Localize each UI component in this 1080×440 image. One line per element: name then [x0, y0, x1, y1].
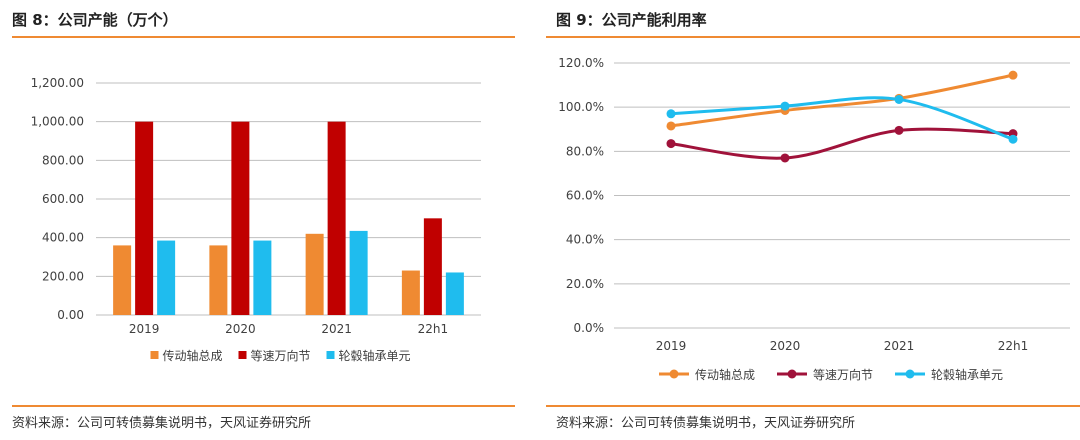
y-tick-label: 40.0% [566, 233, 604, 247]
figure-8-source: 资料来源：公司可转债募集说明书，天风证券研究所 [12, 416, 312, 431]
y-tick-label: 20.0% [566, 277, 604, 291]
legend-marker [669, 369, 679, 379]
x-tick-label: 2019 [129, 322, 160, 336]
bar [209, 245, 228, 315]
x-tick-label: 22h1 [998, 339, 1029, 353]
x-tick-label: 2020 [225, 322, 256, 336]
y-tick-label: 0.00 [57, 308, 84, 322]
bar [327, 121, 346, 316]
y-tick-label: 200.00 [42, 269, 84, 283]
figure-8-title: 图 8：公司产能（万个） [12, 11, 178, 29]
bar [423, 218, 442, 315]
legend-label: 轮毂轴承单元 [339, 348, 411, 363]
data-point [894, 125, 904, 135]
x-tick-label: 2020 [770, 339, 801, 353]
bar [253, 240, 272, 315]
figure-8-panel: 图 8：公司产能（万个） 0.00 200.00 400.00 600.00 800.0… [0, 0, 527, 440]
bar [157, 240, 176, 315]
source-divider [546, 405, 1080, 407]
bar [349, 230, 368, 315]
legend-swatch [326, 351, 335, 359]
data-point [780, 101, 790, 111]
y-tick-label: 800.00 [42, 153, 84, 167]
x-tick-label: 2021 [884, 339, 915, 353]
series-line [669, 73, 1015, 128]
utilization-line-chart: 0.0% 20.0% 40.0% 60.0% 80.0% 100.0% 120.0% 2019… [558, 56, 1070, 382]
data-point [1008, 70, 1018, 80]
source-divider [12, 405, 515, 407]
y-tick-label: 1,000.00 [31, 115, 84, 129]
bar [113, 245, 132, 315]
figure-9-panel: 图 9：公司产能利用率 0.0% 20.0% 40.0% 60.0% 80.0% 100.… [546, 0, 1080, 440]
y-tick-label: 100.0% [558, 100, 604, 114]
title-divider [12, 36, 515, 38]
legend-swatch [150, 351, 159, 359]
series-line [669, 96, 1015, 141]
y-tick-label: 600.00 [42, 192, 84, 206]
bar [305, 233, 324, 315]
data-point [666, 139, 676, 149]
legend-swatch [238, 351, 247, 359]
data-point [1008, 134, 1018, 144]
y-tick-label: 60.0% [566, 189, 604, 203]
bar [135, 121, 154, 316]
legend-label: 等速万向节 [813, 367, 873, 382]
x-tick-label: 22h1 [418, 322, 449, 336]
capacity-bar-chart: 0.00 200.00 400.00 600.00 800.00 1,000.00 1,20… [31, 76, 481, 363]
series-line [669, 127, 1015, 160]
data-point [894, 94, 904, 104]
title-divider [546, 36, 1080, 38]
figure-9-source: 资料来源：公司可转债募集说明书，天风证券研究所 [556, 416, 856, 431]
data-point [666, 121, 676, 131]
x-tick-label: 2019 [656, 339, 687, 353]
y-tick-label: 0.0% [574, 321, 605, 335]
legend-marker [905, 369, 915, 379]
legend-label: 传动轴总成 [163, 348, 223, 363]
legend-marker [787, 369, 797, 379]
legend-label: 等速万向节 [251, 348, 311, 363]
y-tick-label: 80.0% [566, 144, 604, 158]
bar [231, 121, 250, 316]
legend-label: 传动轴总成 [695, 367, 755, 382]
bar [445, 272, 464, 315]
bar [401, 270, 420, 315]
figure-9-title: 图 9：公司产能利用率 [556, 11, 707, 29]
data-point [780, 153, 790, 163]
y-tick-label: 400.00 [42, 231, 84, 245]
x-tick-label: 2021 [321, 322, 352, 336]
data-point [666, 109, 676, 119]
legend-label: 轮毂轴承单元 [931, 367, 1003, 382]
y-tick-label: 120.0% [558, 56, 604, 70]
y-tick-label: 1,200.00 [31, 76, 84, 90]
